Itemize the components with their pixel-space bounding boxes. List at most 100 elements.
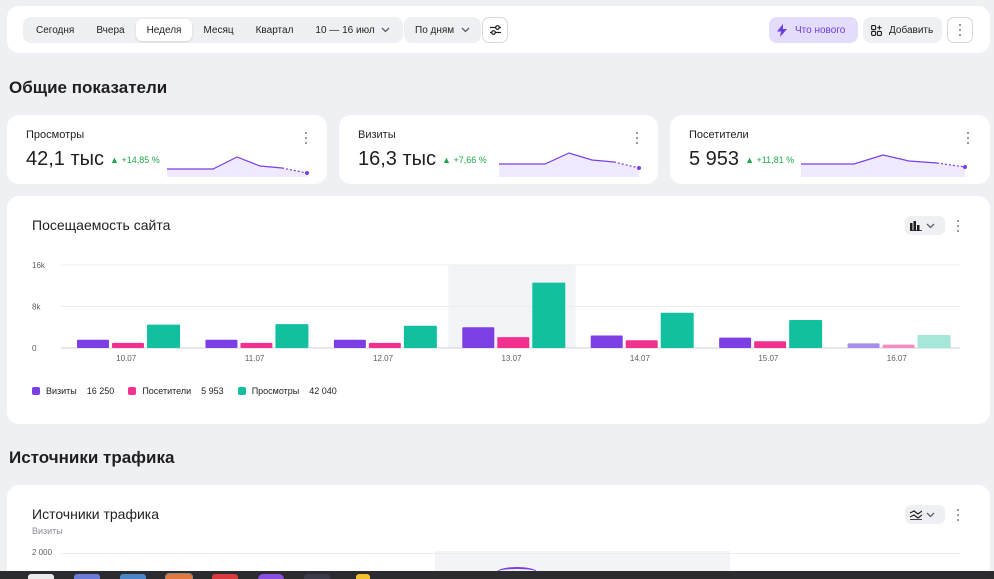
- card-menu-icon[interactable]: [952, 219, 964, 233]
- bar-visits: [333, 339, 366, 348]
- checkbox-icon: [32, 387, 40, 395]
- chevron-down-icon: [926, 512, 935, 517]
- x-tick-label: 16.07: [887, 354, 908, 363]
- attendance-bar-chart: 0 8k 16k 10.07 11.07 12.07 13.07 14.07 15.07 16.0…: [32, 261, 960, 363]
- kebab-icon: [954, 23, 966, 37]
- legend-item-visitors[interactable]: Посетители 5 953: [128, 386, 224, 396]
- taskbar-app-icon[interactable]: [28, 574, 54, 579]
- filters-button[interactable]: [482, 17, 508, 43]
- period-quarter[interactable]: Квартал: [255, 24, 294, 36]
- bar-views: [660, 312, 694, 348]
- kpi-value: 16,3 тыс ▲ +7,66 %: [358, 148, 487, 170]
- bar-views: [275, 324, 309, 348]
- traffic-sources-card: Источники трафика Визиты 2 000: [7, 485, 990, 579]
- y-tick-label: 2 000: [32, 548, 53, 557]
- attendance-card: Посещаемость сайта 0 8k 16k 10.07 11.07 12.07…: [7, 196, 990, 424]
- taskbar-app-icon[interactable]: [165, 573, 193, 579]
- card-menu-icon[interactable]: [631, 131, 643, 145]
- y-tick-label: 8k: [32, 303, 41, 312]
- gridline: [61, 553, 961, 554]
- traffic-card-title: Источники трафика: [32, 506, 160, 522]
- whats-new-label: Что нового: [795, 24, 846, 36]
- bar-views: [789, 319, 823, 348]
- date-range-label: 10 — 16 июл: [315, 24, 375, 36]
- bar-visits: [205, 339, 238, 348]
- taskbar-app-icon[interactable]: [258, 574, 284, 579]
- overview-section-title: Общие показатели: [9, 78, 168, 97]
- bar-chart-icon: [910, 220, 922, 231]
- checkbox-icon: [237, 387, 246, 395]
- traffic-line: [497, 567, 537, 577]
- taskbar-app-icon[interactable]: [212, 574, 238, 579]
- bar-visits: [847, 343, 880, 348]
- period-selector: Сегодня Вчера Неделя Месяц Квартал 10 — …: [23, 17, 403, 43]
- period-today[interactable]: Сегодня: [36, 24, 75, 36]
- chart-type-dropdown[interactable]: [905, 216, 945, 235]
- grouping-label: По дням: [415, 24, 455, 36]
- bar-visitors: [240, 342, 273, 348]
- card-menu-icon[interactable]: [962, 131, 974, 145]
- bar-visitors: [882, 344, 915, 348]
- bar-visits: [77, 339, 109, 348]
- lightning-icon: [777, 23, 787, 37]
- bar-visits: [590, 335, 623, 348]
- bar-visitors: [625, 340, 658, 348]
- kpi-card-visitors[interactable]: Посетители 5 953 ▲ +11,81 %: [670, 115, 990, 184]
- card-menu-icon[interactable]: [300, 131, 312, 145]
- kpi-delta: ▲ +11,81 %: [745, 154, 795, 165]
- bar-views: [532, 282, 566, 348]
- traffic-card-subtitle: Визиты: [32, 526, 63, 536]
- kpi-value: 42,1 тыс ▲ +14,85 %: [26, 148, 160, 170]
- chart-legend: Визиты 16 250 Посетители 5 953 Просмотры…: [32, 386, 351, 396]
- bar-visitors: [368, 342, 401, 348]
- chevron-down-icon: [381, 27, 390, 33]
- kpi-label: Просмотры: [26, 129, 85, 141]
- card-menu-icon[interactable]: [952, 508, 964, 522]
- kpi-label: Посетители: [689, 129, 749, 141]
- x-tick-label: 12.07: [373, 354, 394, 363]
- taskbar-app-icon[interactable]: [120, 574, 146, 579]
- whats-new-button[interactable]: Что нового: [769, 17, 858, 43]
- kpi-card-visits[interactable]: Визиты 16,3 тыс ▲ +7,66 %: [339, 115, 658, 184]
- chart-type-dropdown[interactable]: [905, 505, 945, 524]
- bar-visitors: [112, 342, 144, 348]
- bar-views: [917, 335, 951, 348]
- x-tick-label: 11.07: [245, 354, 265, 363]
- period-month[interactable]: Месяц: [203, 24, 234, 36]
- top-toolbar: Сегодня Вчера Неделя Месяц Квартал 10 — …: [7, 6, 990, 53]
- chevron-down-icon: [461, 27, 470, 33]
- period-yesterday[interactable]: Вчера: [96, 24, 125, 36]
- period-week[interactable]: Неделя: [135, 19, 193, 41]
- kpi-sparkline: [801, 154, 967, 177]
- area-chart-icon: [910, 509, 922, 520]
- legend-item-views[interactable]: Просмотры 42 040: [237, 386, 337, 396]
- x-tick-label: 15.07: [758, 354, 779, 363]
- kpi-card-views[interactable]: Просмотры 42,1 тыс ▲ +14,85 %: [7, 115, 327, 184]
- more-menu-button[interactable]: [947, 17, 973, 43]
- checkbox-icon: [128, 387, 137, 395]
- bar-views: [403, 325, 437, 348]
- grouping-dropdown[interactable]: По дням: [404, 17, 482, 43]
- bar-visits: [719, 337, 752, 348]
- kpi-value: 5 953 ▲ +11,81 %: [689, 148, 795, 170]
- taskbar-app-icon[interactable]: [356, 574, 370, 579]
- y-tick-label: 0: [32, 344, 37, 353]
- kpi-sparkline: [167, 156, 309, 177]
- x-tick-label: 13.07: [501, 354, 522, 363]
- kpi-label: Визиты: [358, 129, 396, 141]
- add-label: Добавить: [889, 24, 934, 36]
- add-widget-button[interactable]: Добавить: [863, 17, 942, 43]
- legend-item-visits[interactable]: Визиты 16 250: [32, 386, 114, 396]
- date-range-dropdown[interactable]: 10 — 16 июл: [304, 19, 400, 41]
- widgets-icon: [871, 24, 882, 36]
- taskbar-app-icon[interactable]: [304, 574, 330, 579]
- sliders-icon: [489, 25, 501, 35]
- kpi-delta: ▲ +7,66 %: [442, 154, 487, 165]
- highlight-band: [435, 551, 730, 571]
- attendance-chart-title: Посещаемость сайта: [32, 217, 171, 233]
- kpi-delta: ▲ +14,85 %: [110, 154, 160, 165]
- taskbar-app-icon[interactable]: [74, 574, 100, 579]
- bar-views: [147, 324, 180, 348]
- chevron-down-icon: [926, 223, 935, 228]
- traffic-section-title: Источники трафика: [9, 448, 175, 467]
